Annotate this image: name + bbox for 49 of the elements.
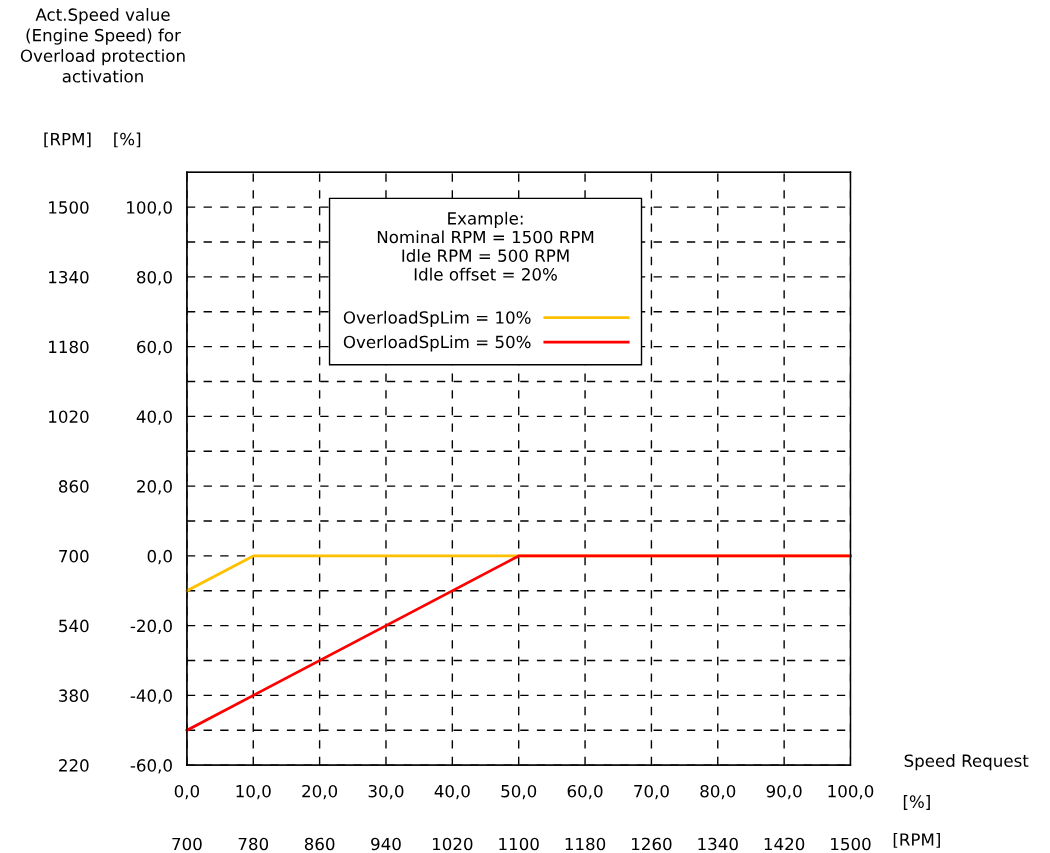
x2-tick-label: 1260 xyxy=(632,837,672,851)
y2-tick-label: 860 xyxy=(59,480,89,493)
x2-tick-label: 860 xyxy=(304,837,335,851)
x-tick-label: 20,0 xyxy=(302,784,338,800)
x2-tick-label: 1420 xyxy=(764,837,805,851)
legend-label: OverloadSpLim = 50% xyxy=(343,335,531,352)
y2-tick-label: 700 xyxy=(59,549,89,563)
x2-tick-label: 1020 xyxy=(432,837,473,851)
legend-label: OverloadSpLim = 10% xyxy=(343,310,531,327)
x2-tick-label: 1180 xyxy=(565,837,606,851)
y2-tick-label: 1500 xyxy=(49,201,89,214)
legend-title: Example: Nominal RPM = 1500 RPM Idle RPM = 500 RPM Idle offset = 20% xyxy=(377,211,594,281)
x-tick-label: 10,0 xyxy=(236,784,271,800)
y-tick-label: 100,0 xyxy=(127,201,172,216)
x-tick-label: 80,0 xyxy=(700,784,736,800)
x-tick-label: 30,0 xyxy=(368,784,404,800)
y-axis-title: [%] xyxy=(114,132,141,148)
x-tick-label: 70,0 xyxy=(634,784,669,800)
y2-tick-label: 1340 xyxy=(49,270,89,284)
y-tick-label: 40,0 xyxy=(136,410,172,425)
y-tick-label: 60,0 xyxy=(137,340,172,355)
y-tick-label: 0,0 xyxy=(147,549,172,565)
x2-tick-label: 700 xyxy=(172,837,202,851)
y2-tick-label: 540 xyxy=(59,619,89,633)
x-tick-label: 0,0 xyxy=(174,784,200,800)
x2-tick-label: 1500 xyxy=(831,837,871,851)
y2-tick-label: 220 xyxy=(59,759,89,772)
text: Speed Request xyxy=(904,754,1029,771)
x-axis-title: [%] xyxy=(903,795,930,810)
x-tick-label: 50,0 xyxy=(501,784,537,800)
y-tick-label: -60,0 xyxy=(130,759,172,774)
x-tick-label: 40,0 xyxy=(434,784,470,800)
y2-tick-label: 1020 xyxy=(49,410,89,423)
y-tick-label: -40,0 xyxy=(130,689,172,704)
x2-tick-label: 940 xyxy=(371,837,401,851)
chart-title: Act.Speed value (Engine Speed) for Overload protection activation xyxy=(20,8,185,83)
x2-axis-title: [RPM] xyxy=(893,832,940,848)
y2-axis-title: [RPM] xyxy=(44,132,91,148)
y-tick-label: -20,0 xyxy=(130,619,172,634)
x-tick-label: 100,0 xyxy=(828,784,874,800)
x2-tick-label: 1100 xyxy=(499,837,539,851)
x2-tick-label: 1340 xyxy=(698,837,738,851)
y-tick-label: 80,0 xyxy=(137,270,172,286)
x2-tick-label: 780 xyxy=(238,837,269,851)
y2-tick-label: 380 xyxy=(59,689,89,702)
y2-tick-label: 1180 xyxy=(49,340,89,354)
x-tick-label: 60,0 xyxy=(567,784,603,800)
x-tick-label: 90,0 xyxy=(766,784,802,800)
y-tick-label: 20,0 xyxy=(137,480,172,495)
